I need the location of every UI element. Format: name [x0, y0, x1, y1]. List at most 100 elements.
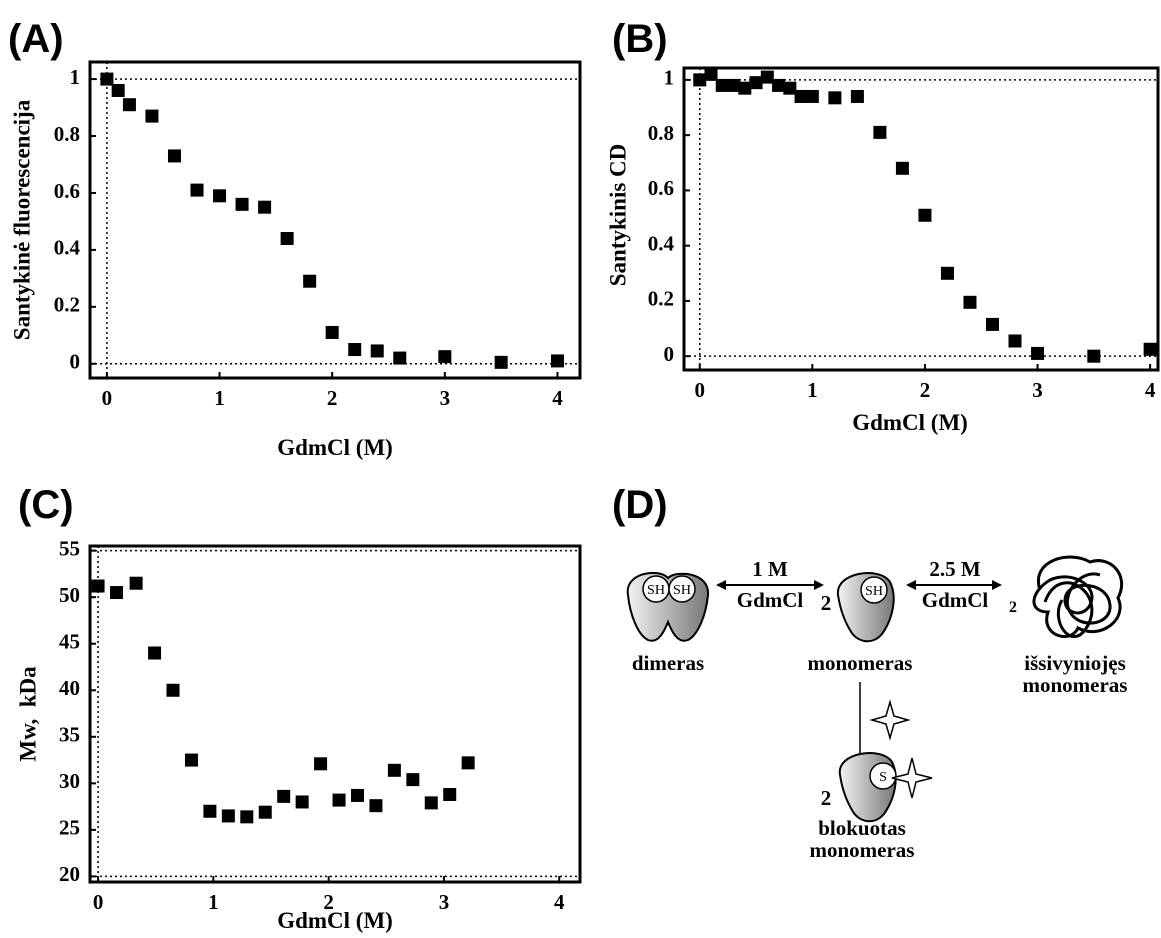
- marker: [303, 274, 317, 288]
- marker: [805, 89, 819, 103]
- x-tick-label: 2: [920, 378, 931, 402]
- x-axis-label: GdmCl (M): [852, 410, 968, 435]
- marker: [1087, 349, 1101, 363]
- marker: [91, 579, 105, 593]
- marker: [148, 646, 162, 660]
- sh-group: [860, 576, 888, 604]
- marker: [850, 89, 864, 103]
- x-tick-label: 3: [1032, 378, 1043, 402]
- marker: [749, 76, 763, 90]
- x-axis-label: GdmCl (M): [277, 435, 393, 460]
- marker: [277, 789, 291, 803]
- sh-group: [668, 575, 696, 603]
- marker: [550, 354, 564, 368]
- s-label: S: [879, 770, 887, 785]
- y-axis-label: Santykinis CD: [605, 144, 630, 287]
- x-tick-label: 3: [439, 890, 450, 914]
- marker: [240, 810, 254, 824]
- marker: [985, 317, 999, 331]
- marker: [940, 266, 954, 280]
- x-tick-label: 4: [552, 386, 563, 410]
- marker: [145, 109, 159, 123]
- marker: [443, 788, 457, 802]
- blocked-label: monomeras: [810, 838, 915, 862]
- marker: [369, 799, 383, 813]
- marker: [704, 67, 718, 81]
- x-tick-label: 0: [102, 386, 113, 410]
- marker: [110, 586, 124, 600]
- marker: [213, 189, 227, 203]
- marker: [424, 796, 438, 810]
- marker: [258, 200, 272, 214]
- y-tick-label: 0.2: [648, 287, 674, 311]
- marker: [783, 81, 797, 95]
- monomer-label: monomeras: [808, 651, 913, 675]
- arrow-label: 1 M: [752, 557, 788, 581]
- scheme: (D) SH SH dimeras 1 M GdmCl 2 SH monomer…: [612, 483, 1127, 862]
- label-star: [891, 757, 933, 799]
- unfolded-label: išsivyniojęs: [1024, 651, 1126, 675]
- marker: [100, 72, 114, 86]
- marker: [715, 78, 729, 92]
- marker: [190, 183, 204, 197]
- x-tick-label: 3: [440, 386, 451, 410]
- x-tick-label: 2: [327, 386, 338, 410]
- marker: [166, 683, 180, 697]
- marker: [129, 576, 143, 590]
- y-tick-label: 1: [664, 66, 675, 90]
- arrow-label: GdmCl: [922, 588, 989, 612]
- x-tick-label: 0: [93, 890, 104, 914]
- sh-label: SH: [865, 584, 883, 599]
- plot-frame: [88, 544, 582, 884]
- x-tick-label: 2: [323, 890, 334, 914]
- chart-panel: (C) 0 1 2 3 4 20 25 30 35 40 45 50 55 GdmCl (M) Mw, kDa: [15, 483, 582, 933]
- marker: [461, 756, 475, 770]
- marker: [350, 788, 364, 802]
- panel-label: (D): [612, 483, 668, 527]
- chart-panel: (A) 0 1 2 3 4 0 0.2 0.4 0.6 0.8 1 GdmCl (M) Santykinė…: [8, 17, 582, 460]
- x-tick-label: 1: [214, 386, 225, 410]
- stoichiometry: 2: [821, 591, 832, 615]
- plot-frame: [88, 60, 582, 380]
- stoichiometry: 2: [1009, 599, 1017, 616]
- marker: [167, 149, 181, 163]
- marker: [332, 793, 346, 807]
- sh-label: SH: [647, 583, 665, 598]
- marker: [406, 773, 420, 787]
- marker: [111, 83, 125, 97]
- marker: [918, 208, 932, 222]
- marker: [494, 355, 508, 369]
- marker: [184, 753, 198, 767]
- panel-label: (B): [612, 17, 668, 61]
- y-tick-label: 20: [59, 862, 80, 886]
- arrow-label: 2.5 M: [929, 557, 981, 581]
- y-tick-label: 50: [59, 583, 80, 607]
- arrow-head: [906, 580, 1002, 590]
- y-tick-label: 0.2: [54, 293, 80, 317]
- marker: [828, 91, 842, 105]
- panel-label: (A): [8, 17, 64, 61]
- dimer-label: dimeras: [632, 651, 704, 675]
- marker: [235, 197, 249, 211]
- marker: [314, 757, 328, 771]
- y-tick-label: 45: [59, 630, 80, 654]
- y-axis-label: Mw, kDa: [15, 666, 40, 762]
- y-tick-label: 0.4: [648, 231, 675, 255]
- y-tick-label: 0.4: [54, 236, 81, 260]
- marker: [387, 763, 401, 777]
- marker: [1031, 346, 1045, 360]
- x-tick-label: 1: [807, 378, 818, 402]
- marker: [873, 125, 887, 139]
- marker: [772, 78, 786, 92]
- marker: [760, 70, 774, 84]
- marker: [727, 78, 741, 92]
- label-star: [869, 699, 911, 741]
- x-tick-label: 4: [554, 890, 565, 914]
- marker: [295, 795, 309, 809]
- marker: [1008, 334, 1022, 348]
- marker: [370, 344, 384, 358]
- marker: [794, 89, 808, 103]
- unfolded-coil: [1032, 555, 1124, 639]
- panel-label: (C): [18, 483, 74, 527]
